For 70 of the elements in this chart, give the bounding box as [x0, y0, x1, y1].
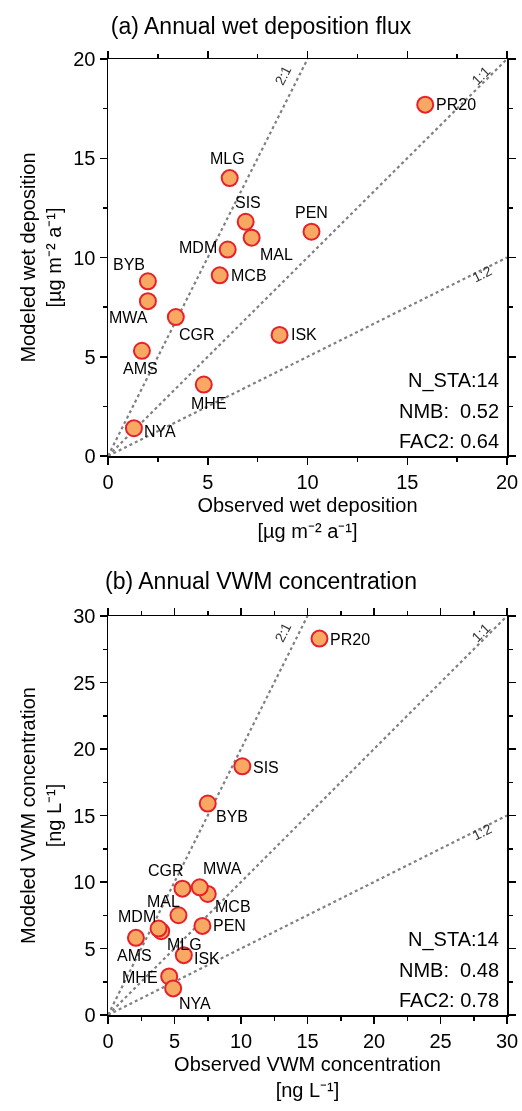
annotation: MLG: [167, 936, 202, 953]
x-tick-label: 10: [296, 470, 319, 493]
annotation: MHE: [191, 395, 227, 412]
annotation: MDM: [118, 908, 157, 925]
annotation: ISK: [291, 326, 318, 343]
x-tick-label: 0: [102, 470, 114, 493]
y-tick-label: 0: [84, 445, 96, 467]
annotation: PEN: [295, 204, 328, 221]
annotation: PEN: [213, 917, 246, 934]
annotation: MCB: [215, 898, 251, 915]
x-tick-label: 20: [495, 470, 519, 493]
text: 1:2: [469, 820, 495, 844]
annotation: CGR: [179, 326, 215, 343]
y-tick-label: 30: [73, 605, 96, 627]
annotation: MLG: [210, 150, 245, 167]
annotation: MWA: [203, 860, 242, 877]
annotation: BYB: [216, 808, 249, 825]
annotation: MCB: [231, 267, 267, 284]
annotation: NYA: [179, 995, 212, 1012]
y-tick-label: 0: [84, 1004, 96, 1026]
x-tick-label: 15: [296, 1029, 319, 1052]
x-tick-label: 0: [102, 1029, 114, 1052]
annotation: PR20: [330, 631, 371, 648]
annotation: PR20: [436, 96, 477, 113]
x-tick-label: 25: [429, 1029, 452, 1052]
y-tick-label: 15: [73, 147, 96, 170]
text: 2:1: [271, 62, 295, 88]
x-tick-label: 5: [202, 470, 214, 493]
annotation: SIS: [235, 194, 261, 211]
annotation: MDM: [179, 239, 218, 256]
annotation: FAC2: 0.78: [399, 989, 500, 1011]
annotation: CGR: [148, 862, 184, 879]
y-tick-label: 25: [73, 671, 96, 694]
annotation: MWA: [109, 309, 148, 326]
annotation: N_STA:14: [408, 928, 499, 951]
annotation: NYA: [144, 423, 177, 440]
annotation: MAL: [260, 246, 293, 263]
y-tick-label: 20: [73, 738, 96, 760]
y-axis-title: Modeled wet deposition [µg m⁻² a⁻¹]: [17, 152, 65, 363]
annotation: ISK: [194, 950, 221, 967]
text: 1:1: [468, 62, 494, 89]
y-tick-label: 15: [73, 804, 96, 827]
chart-title: (a) Annual wet deposition flux: [110, 13, 412, 40]
x-tick-label: 10: [229, 1029, 253, 1052]
annotation: MAL: [147, 893, 180, 910]
x-tick-label: 30: [495, 1029, 519, 1052]
y-tick-label: 5: [84, 937, 96, 960]
text: 1:1: [468, 619, 494, 646]
x-tick-label: 20: [362, 1029, 386, 1052]
x-tick-label: 5: [168, 1029, 181, 1052]
x-tick-label: 15: [396, 470, 419, 493]
annotation: NMB: 0.48: [399, 959, 500, 981]
annotation: BYB: [113, 256, 146, 273]
annotation: FAC2: 0.64: [399, 430, 500, 452]
y-tick-label: 5: [84, 345, 96, 368]
annotation: MHE: [122, 969, 158, 986]
text: 2:1: [271, 619, 295, 645]
y-tick-label: 10: [73, 246, 96, 269]
annotation: NMB: 0.52: [399, 400, 500, 422]
y-axis-title: Modeled VWM concentration [ng L⁻¹]: [17, 687, 65, 944]
chart-title: (b) Annual VWM concentration: [105, 568, 417, 595]
annotation: AMS: [123, 360, 158, 377]
x-axis-title: Observed VWM concentration [ng L⁻¹]: [174, 1052, 441, 1101]
y-tick-label: 10: [73, 871, 96, 893]
y-tick-label: 20: [73, 48, 96, 70]
text: 1:2: [469, 262, 495, 286]
annotation: SIS: [253, 759, 279, 776]
annotation: N_STA:14: [408, 369, 499, 392]
annotation: AMS: [117, 947, 152, 964]
x-axis-title: Observed wet deposition [µg m⁻² a⁻¹]: [197, 493, 418, 542]
